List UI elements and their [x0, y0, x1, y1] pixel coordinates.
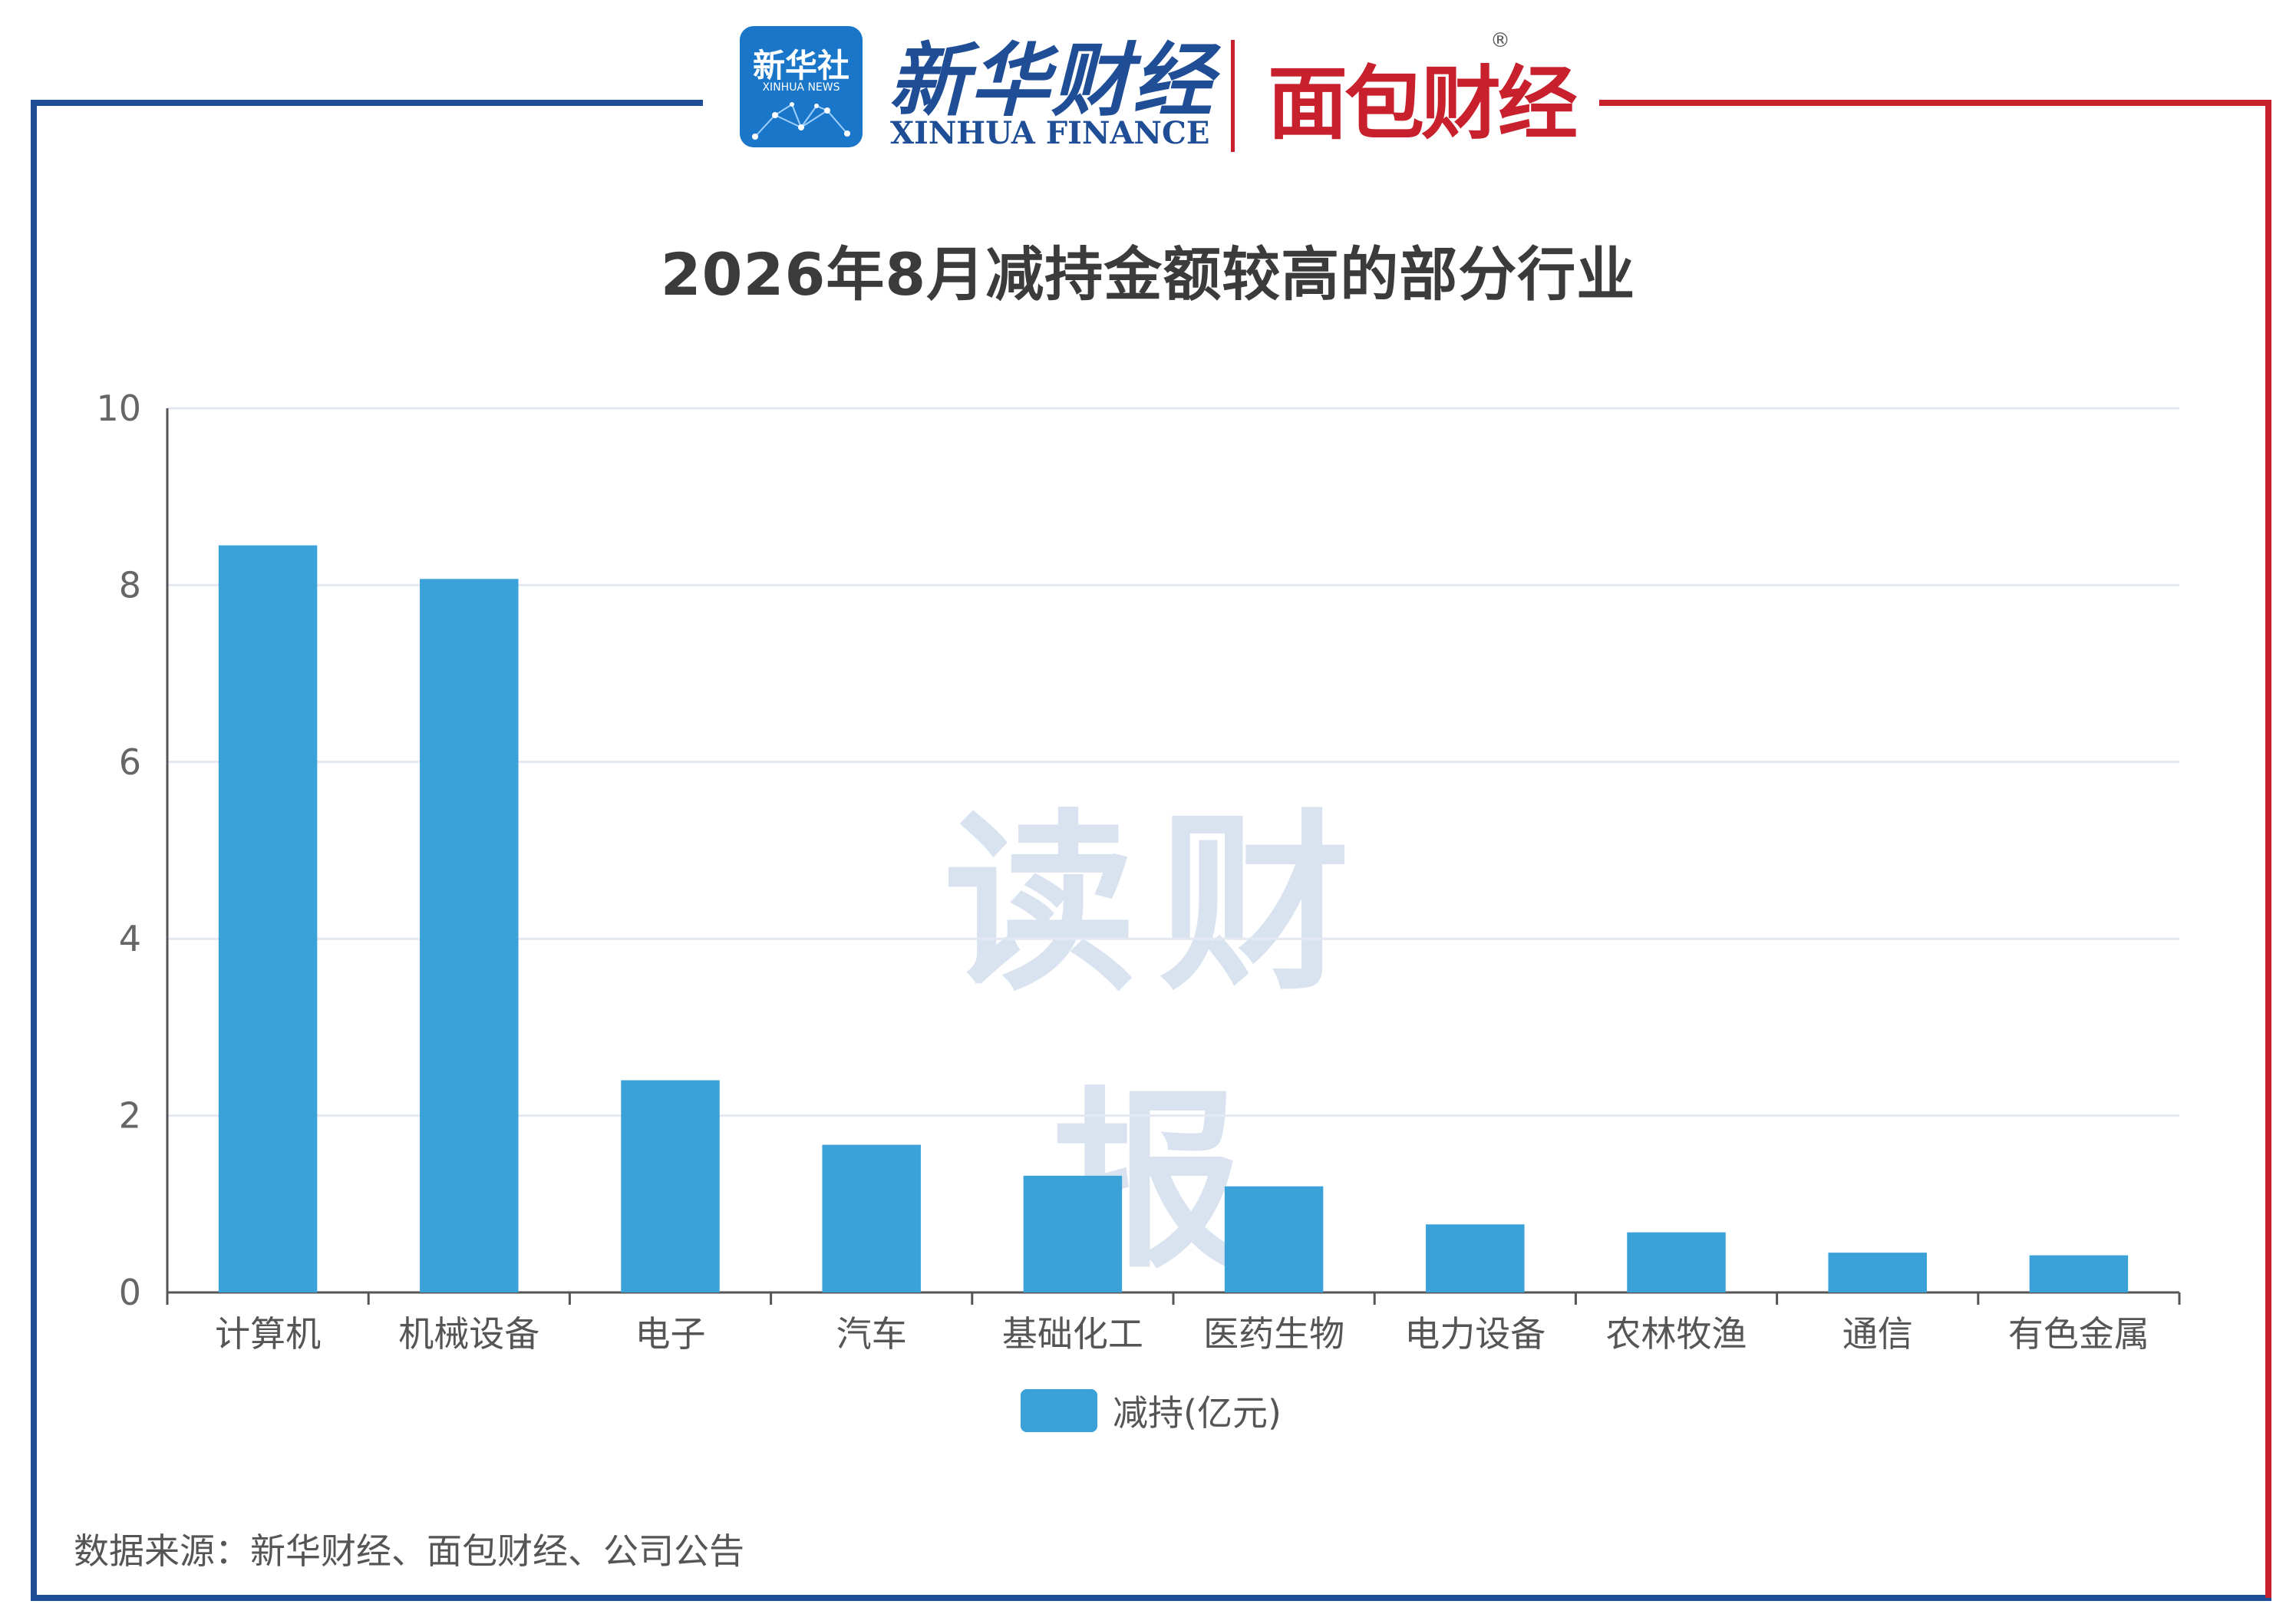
y-tick-label: 2 — [119, 1095, 141, 1137]
legend[interactable]: 减持(亿元) — [1021, 1389, 1282, 1434]
x-tick-label: 基础化工 — [1002, 1313, 1143, 1355]
legend-label: 减持(亿元) — [1113, 1392, 1282, 1434]
x-tick-label: 机械设备 — [398, 1313, 539, 1355]
bar — [1828, 1253, 1927, 1292]
x-tick-label: 医药生物 — [1203, 1313, 1344, 1355]
mianbao-finance-logo: 面包财经 — [1268, 57, 1578, 150]
bar — [1224, 1186, 1324, 1292]
x-tick-label: 汽车 — [836, 1313, 907, 1355]
network-icon — [752, 102, 850, 140]
x-tick-label: 电子 — [635, 1313, 706, 1355]
bar — [822, 1144, 921, 1292]
y-tick-label: 6 — [119, 741, 141, 783]
bar — [218, 545, 318, 1292]
y-tick-label: 8 — [119, 564, 141, 606]
x-tick-label: 电力设备 — [1404, 1313, 1546, 1355]
chart-title: 2026年8月减持金额较高的部分行业 — [660, 240, 1636, 309]
logo-divider — [1231, 40, 1235, 152]
xinhua-finance-logo-en: XINHUA FINANCE — [890, 115, 1210, 151]
x-tick-label: 通信 — [1842, 1313, 1913, 1355]
xinhua-badge-text: 新华社 — [752, 47, 849, 84]
x-tick-label: 计算机 — [215, 1313, 321, 1355]
xinhua-badge-subtext: XINHUA NEWS — [762, 81, 840, 94]
bar — [1426, 1224, 1525, 1292]
bar — [1627, 1232, 1726, 1292]
bar — [621, 1080, 720, 1292]
x-tick-label: 有色金属 — [2008, 1313, 2149, 1355]
legend-swatch — [1021, 1389, 1097, 1432]
xinhua-finance-logo-cn: 新华财经 — [889, 33, 1215, 127]
y-tick-label: 0 — [119, 1272, 141, 1313]
bar — [2029, 1255, 2129, 1292]
bar — [1023, 1175, 1123, 1292]
y-tick-label: 10 — [96, 388, 141, 429]
x-tick-label: 农林牧渔 — [1606, 1313, 1747, 1355]
data-source: 数据来源：新华财经、面包财经、公司公告 — [74, 1530, 744, 1572]
bar — [420, 579, 519, 1292]
y-tick-label: 4 — [119, 918, 141, 959]
registered-mark: ® — [1490, 29, 1510, 52]
xinhua-news-logo: 新华社 XINHUA NEWS — [740, 26, 863, 147]
